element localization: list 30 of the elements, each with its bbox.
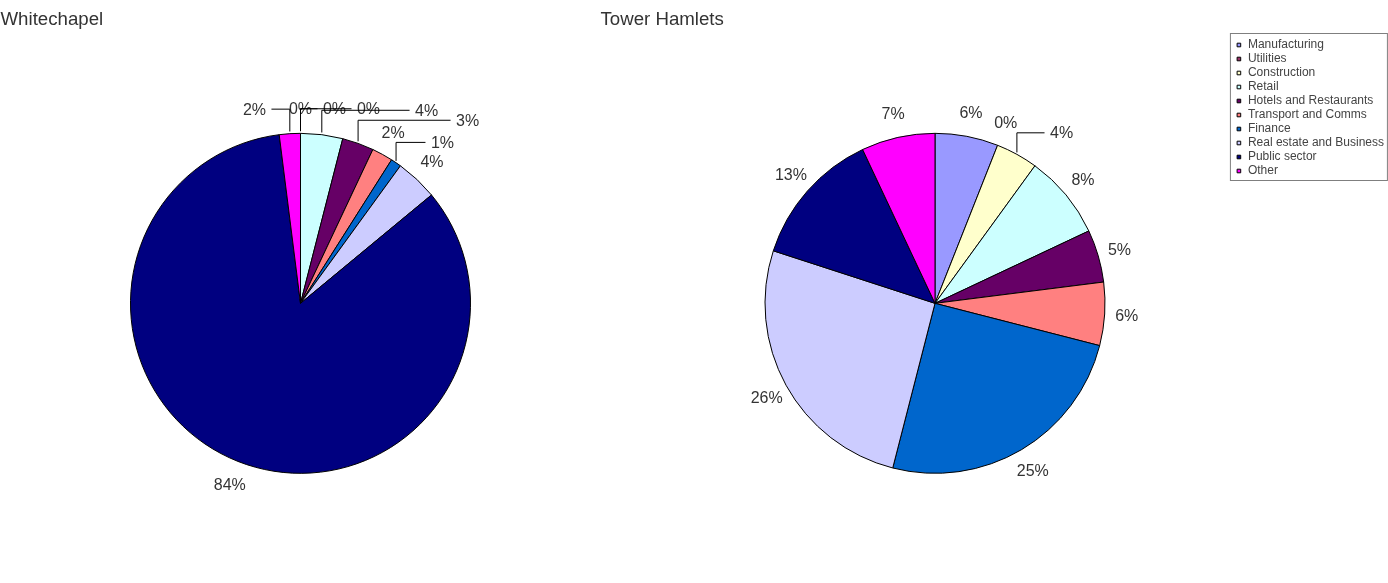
- chart-title: Tower Hamlets: [600, 7, 724, 29]
- data-label: 6%: [1115, 307, 1139, 325]
- legend-label: Manufacturing: [1247, 37, 1324, 51]
- data-label: 5%: [1107, 240, 1132, 258]
- legend-label: Transport and Comms: [1247, 107, 1367, 121]
- data-label: 25%: [1016, 462, 1049, 480]
- legend-label: Real estate and Business: [1247, 135, 1384, 149]
- data-label: 84%: [213, 475, 246, 493]
- legend-label: Finance: [1247, 121, 1291, 135]
- legend-label: Public sector: [1247, 149, 1317, 163]
- data-label: 8%: [1071, 170, 1095, 188]
- data-label: 2%: [381, 124, 405, 142]
- data-label: 1%: [430, 133, 455, 151]
- chart-title: Whitechapel: [0, 7, 104, 29]
- data-label: 3%: [456, 111, 480, 129]
- legend-label: Retail: [1247, 79, 1279, 93]
- legend-label: Utilities: [1247, 51, 1287, 65]
- legend-label: Other: [1247, 163, 1278, 177]
- text: 0%: [288, 100, 313, 118]
- data-label: 6%: [959, 103, 983, 121]
- data-label: 13%: [774, 166, 807, 184]
- text: 0%: [994, 113, 1018, 131]
- legend-label: Hotels and Restaurants: [1247, 93, 1374, 107]
- data-label: 2%: [242, 100, 266, 118]
- data-label: 4%: [420, 152, 444, 170]
- data-label: 4%: [1049, 124, 1074, 142]
- data-label: 7%: [881, 104, 905, 122]
- data-label: 4%: [415, 101, 439, 119]
- legend-label: Construction: [1247, 65, 1316, 79]
- data-label: 26%: [750, 388, 783, 406]
